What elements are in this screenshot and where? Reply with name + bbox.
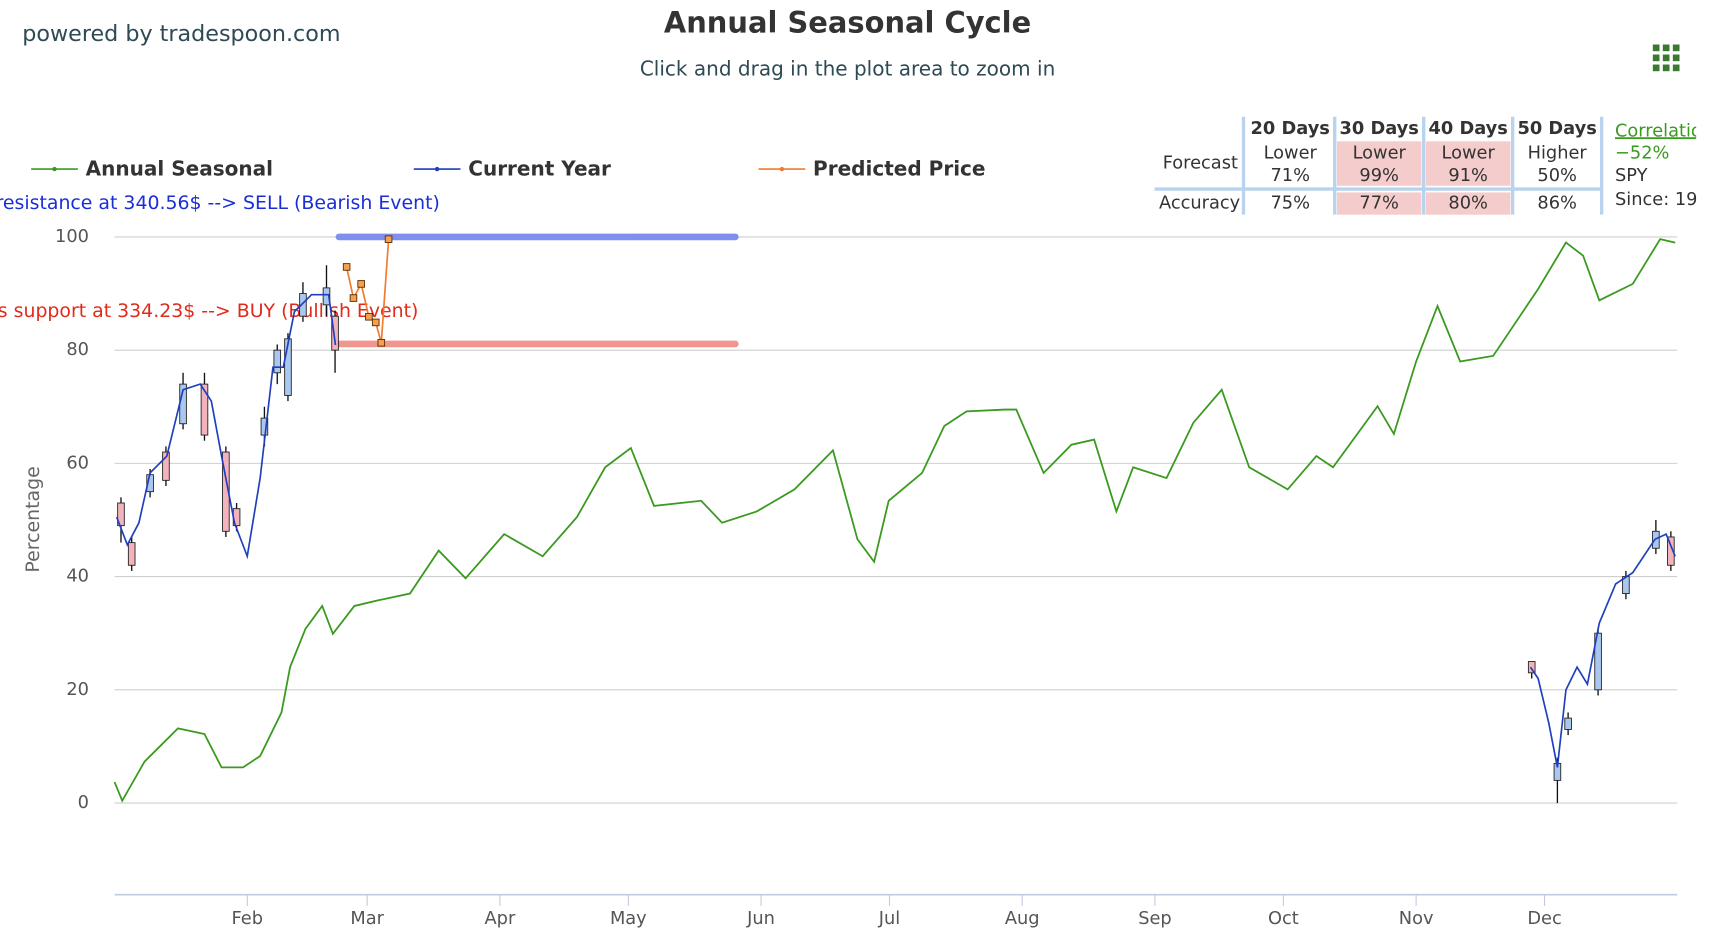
accuracy-value: 77% [1359, 193, 1399, 214]
x-tick-label: Jun [746, 908, 775, 929]
legend-dot [779, 166, 785, 172]
candle-body [331, 315, 339, 351]
table-row-label: Accuracy [1159, 193, 1240, 214]
series-line [113, 238, 1676, 803]
forecast-direction: Lower [1353, 143, 1407, 164]
x-tick-label: Mar [350, 908, 384, 929]
predicted-marker [349, 294, 358, 302]
forecast-direction: Lower [1442, 143, 1496, 164]
correlation-text: SPY [1615, 165, 1648, 186]
candle-body [117, 502, 125, 527]
chart-subtitle: Click and drag in the plot area to zoom … [640, 57, 1055, 81]
series-line [115, 293, 1676, 768]
legend-label: Current Year [468, 157, 611, 181]
legend-dot [434, 166, 440, 172]
forecast-direction: Higher [1528, 143, 1588, 164]
y-tick-label: 100 [55, 226, 89, 247]
candle-body [273, 349, 282, 374]
predicted-marker [365, 312, 373, 321]
correlation-text: Since: 19 [1615, 189, 1697, 210]
accuracy-value: 86% [1537, 193, 1577, 214]
candle-body [1527, 661, 1536, 674]
table-header: 30 Days [1340, 118, 1419, 139]
forecast-percent: 71% [1270, 165, 1310, 186]
table-highlight [1336, 192, 1422, 215]
y-tick-label: 60 [66, 452, 89, 473]
predicted-marker [357, 280, 365, 288]
y-tick-label: 0 [78, 792, 89, 813]
predicted-marker [342, 263, 351, 271]
candle-body [1564, 717, 1572, 730]
candle-body [127, 542, 136, 566]
level-label: resistance at 340.56$ --> SELL (Bearish … [0, 192, 440, 214]
table-header: 20 Days [1251, 118, 1330, 139]
x-tick-label: May [610, 908, 647, 929]
predicted-marker [384, 235, 393, 243]
legend-label: Annual Seasonal [86, 157, 273, 181]
x-tick-label: Aug [1005, 908, 1040, 929]
x-tick-label: Oct [1268, 908, 1299, 929]
table-header: 40 Days [1429, 118, 1508, 139]
x-tick-label: Dec [1527, 908, 1561, 929]
x-tick-label: Sep [1138, 908, 1172, 929]
candle-body [284, 338, 292, 396]
x-tick-label: Apr [485, 908, 516, 929]
accuracy-value: 80% [1448, 193, 1488, 214]
table-highlight [1336, 141, 1422, 186]
candle-body [322, 287, 331, 306]
accuracy-value: 75% [1270, 193, 1310, 214]
legend-dot [52, 166, 57, 172]
correlation: Correlatio−52%SPY Since: 19 [1615, 120, 1702, 210]
correlation-text: Correlatio [1615, 120, 1702, 141]
chart-title: Annual Seasonal Cycle [664, 5, 1031, 39]
brand: powered by tradespoon.com [22, 21, 340, 47]
y-tick-label: 80 [66, 339, 89, 360]
forecast-percent: 91% [1448, 165, 1488, 186]
table-row-label: Forecast [1163, 153, 1238, 174]
forecast-percent: 50% [1537, 165, 1577, 186]
forecast-direction: Lower [1264, 143, 1318, 164]
legend-label: Predicted Price [813, 157, 985, 181]
predicted-marker [371, 318, 380, 327]
correlation-text: −52% [1615, 143, 1669, 164]
y-tick-label: 20 [66, 679, 89, 700]
forecast-percent: 99% [1359, 165, 1399, 186]
x-tick-label: Feb [232, 908, 263, 929]
table-highlight [1425, 141, 1511, 186]
candle-body [299, 293, 307, 317]
candle-body [200, 383, 209, 436]
x-tick-label: Jul [878, 908, 900, 929]
y-axis-label: Percentage [22, 466, 44, 572]
candle-body [1652, 530, 1660, 549]
candle-body [162, 451, 170, 481]
level-label: s support at 334.23$ --> BUY (Bullish Ev… [0, 300, 418, 322]
menu-icon[interactable] [1652, 44, 1680, 72]
candle-body [1667, 536, 1675, 566]
x-tick-label: Nov [1399, 908, 1434, 929]
table-highlight [1425, 192, 1511, 215]
y-tick-label: 40 [66, 566, 89, 587]
table-header: 50 Days [1517, 118, 1596, 139]
predicted-marker [377, 339, 386, 347]
series-line [345, 239, 390, 344]
